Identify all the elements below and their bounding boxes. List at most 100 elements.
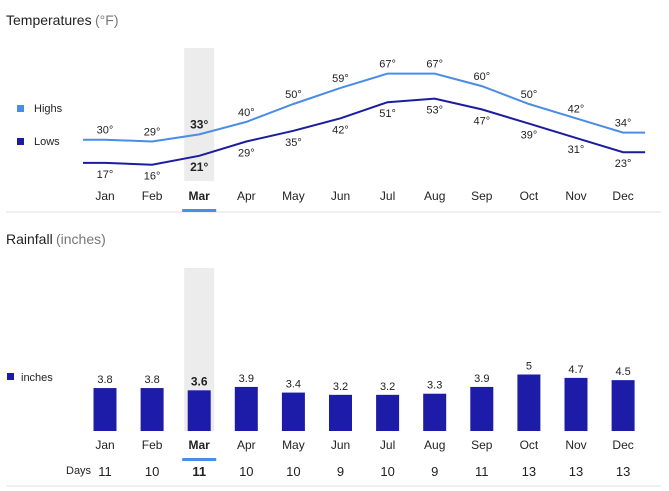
rainfall-value-nov: 4.7 [568, 364, 583, 376]
lows-label-jul: 51° [379, 108, 396, 120]
selected-month-band-temperature [184, 48, 215, 181]
lows-label-mar: 21° [190, 160, 208, 174]
rainfall-bar-feb [140, 388, 164, 431]
temperature-month-tick-jun[interactable]: Jun [331, 189, 350, 203]
rainfall-bar-nov [564, 377, 588, 431]
highs-label-jun: 59° [332, 73, 349, 85]
temperature-month-tick-may[interactable]: May [282, 189, 305, 203]
rainfall-month-tick-jun[interactable]: Jun [331, 438, 350, 452]
highs-label-jul: 67° [379, 59, 396, 71]
rainfall-month-tick-aug[interactable]: Aug [424, 438, 445, 452]
rainfall-value-sep: 3.9 [474, 373, 489, 385]
days-value-jun: 9 [337, 464, 344, 479]
rainfall-month-tick-apr[interactable]: Apr [237, 438, 256, 452]
temperature-month-tick-jan[interactable]: Jan [95, 189, 114, 203]
rainfall-month-tick-jan[interactable]: Jan [95, 438, 114, 452]
legend-lows-label[interactable]: Lows [34, 136, 60, 148]
rainfall-value-jun: 3.2 [333, 381, 348, 393]
lows-label-sep: 47° [473, 115, 490, 127]
rainfall-bar-dec [611, 380, 635, 431]
rainfall-value-apr: 3.9 [239, 373, 254, 385]
highs-series-line [83, 72, 646, 143]
rainfall-bar-jan [93, 388, 117, 431]
rainfall-value-dec: 4.5 [615, 366, 630, 378]
temperatures-title: Temperatures [6, 12, 92, 28]
days-row-label: Days [66, 465, 92, 477]
rainfall-value-jul: 3.2 [380, 381, 395, 393]
temperature-month-tick-dec[interactable]: Dec [612, 189, 633, 203]
temperature-month-tick-apr[interactable]: Apr [237, 189, 256, 203]
rainfall-value-aug: 3.3 [427, 380, 442, 392]
highs-label-jan: 30° [97, 125, 114, 137]
days-value-dec: 13 [616, 464, 630, 479]
temperature-month-tick-jul[interactable]: Jul [380, 189, 395, 203]
highs-label-oct: 50° [521, 89, 538, 101]
rainfall-value-may: 3.4 [286, 379, 301, 391]
temperature-month-tick-nov[interactable]: Nov [565, 189, 586, 203]
days-value-mar: 11 [192, 464, 206, 479]
lows-label-apr: 29° [238, 148, 255, 160]
days-value-may: 10 [286, 464, 300, 479]
rainfall-month-tick-feb[interactable]: Feb [142, 438, 163, 452]
rainfall-bar-oct [517, 374, 541, 431]
days-value-aug: 9 [431, 464, 438, 479]
days-value-nov: 13 [569, 464, 583, 479]
rainfall-value-mar: 3.6 [191, 374, 208, 388]
highs-label-dec: 34° [615, 118, 632, 130]
days-value-jan: 11 [98, 464, 112, 479]
rainfall-bar-apr [234, 386, 258, 431]
days-value-oct: 13 [522, 464, 536, 479]
rainfall-value-feb: 3.8 [144, 374, 159, 386]
lows-label-jun: 42° [332, 124, 349, 136]
lows-label-dec: 23° [615, 158, 632, 170]
highs-label-nov: 42° [568, 103, 585, 115]
lows-label-nov: 31° [568, 144, 585, 156]
lows-label-feb: 16° [144, 171, 161, 183]
selected-month-underline-rainfall [182, 458, 217, 461]
temperature-month-tick-aug[interactable]: Aug [424, 189, 445, 203]
legend-highs-swatch [17, 105, 24, 112]
temperature-month-tick-sep[interactable]: Sep [471, 189, 493, 203]
rainfall-month-tick-may[interactable]: May [282, 438, 305, 452]
rainfall-month-tick-jul[interactable]: Jul [380, 438, 395, 452]
rainfall-bar-jun [329, 394, 352, 431]
lows-series-line [83, 97, 646, 166]
lows-label-jan: 17° [97, 169, 114, 181]
lows-label-oct: 39° [521, 130, 538, 142]
days-value-jul: 10 [380, 464, 394, 479]
days-value-feb: 10 [145, 464, 159, 479]
rainfall-unit: (inches) [56, 231, 106, 247]
temperature-month-tick-feb[interactable]: Feb [142, 189, 163, 203]
legend-highs-label[interactable]: Highs [34, 103, 63, 115]
selected-month-underline-temperature [182, 209, 217, 212]
rainfall-month-tick-oct[interactable]: Oct [520, 438, 539, 452]
rainfall-bar-may [281, 392, 305, 431]
rainfall-bar-jul [376, 394, 400, 431]
highs-label-apr: 40° [238, 107, 255, 119]
legend-inches-swatch [7, 373, 14, 380]
highs-label-aug: 67° [426, 59, 443, 71]
temperature-month-tick-oct[interactable]: Oct [520, 189, 539, 203]
rainfall-bar-sep [470, 386, 494, 431]
days-value-apr: 10 [239, 464, 253, 479]
highs-label-mar: 33° [190, 117, 208, 131]
temperatures-unit: (°F) [95, 12, 118, 28]
rainfall-value-jan: 3.8 [97, 374, 112, 386]
highs-label-may: 50° [285, 89, 302, 101]
rainfall-value-oct: 5 [526, 361, 532, 373]
rainfall-month-tick-nov[interactable]: Nov [565, 438, 586, 452]
lows-label-aug: 53° [426, 105, 443, 117]
rainfall-bar-aug [423, 393, 447, 431]
highs-label-sep: 60° [473, 71, 490, 83]
rainfall-month-tick-sep[interactable]: Sep [471, 438, 493, 452]
rainfall-month-tick-dec[interactable]: Dec [612, 438, 633, 452]
temperature-month-tick-mar[interactable]: Mar [189, 189, 211, 203]
legend-lows-swatch [17, 138, 24, 145]
rainfall-month-tick-mar[interactable]: Mar [189, 438, 211, 452]
days-value-sep: 11 [475, 464, 489, 479]
rainfall-title: Rainfall [6, 231, 53, 247]
highs-label-feb: 29° [144, 127, 161, 139]
lows-label-may: 35° [285, 137, 302, 149]
legend-inches-label[interactable]: inches [21, 372, 53, 384]
